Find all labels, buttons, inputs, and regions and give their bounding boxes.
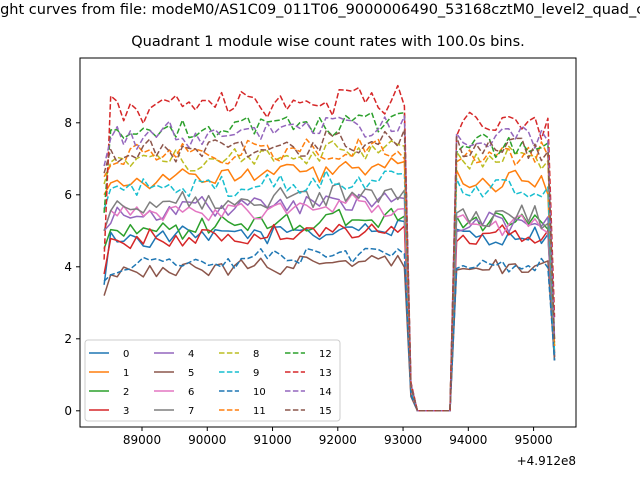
- legend-label: 12: [319, 349, 332, 360]
- legend-label: 7: [188, 406, 194, 417]
- series-line-2: [103, 207, 556, 412]
- series-line-13: [103, 84, 556, 412]
- legend-label: 10: [253, 387, 266, 398]
- legend-label: 6: [188, 387, 194, 398]
- legend-label: 4: [188, 349, 194, 360]
- series-line-3: [103, 223, 556, 412]
- series-line-0: [103, 219, 556, 412]
- x-tick-label: 95000: [514, 433, 552, 447]
- series-line-5: [103, 254, 556, 412]
- x-tick-label: 94000: [449, 433, 487, 447]
- series-line-11: [103, 137, 556, 412]
- legend-label: 9: [253, 368, 259, 379]
- legend-label: 2: [123, 387, 129, 398]
- plot-frame: [79, 57, 577, 428]
- series-line-15: [103, 128, 556, 412]
- y-tick-label: 6: [64, 188, 72, 202]
- series-line-6: [103, 193, 556, 412]
- legend-label: 3: [123, 406, 129, 417]
- figure-suptitle: Light curves from file: modeM0/AS1C09_01…: [0, 2, 640, 18]
- legend-label: 14: [319, 387, 332, 398]
- series-line-7: [103, 182, 556, 412]
- legend-label: 8: [253, 349, 259, 360]
- x-tick-label: 93000: [384, 433, 422, 447]
- x-tick-label: 91000: [253, 433, 291, 447]
- x-offset-label: +4.912e8: [517, 454, 576, 468]
- series-line-10: [103, 247, 556, 412]
- x-axis: 89000 90000 91000 92000 93000 94000 95000: [123, 427, 553, 447]
- legend-label: 1: [123, 368, 129, 379]
- chart-title: Quadrant 1 module wise count rates with …: [131, 34, 525, 50]
- series-line-9: [103, 170, 556, 412]
- y-tick-label: 8: [64, 116, 72, 130]
- x-tick-label: 89000: [123, 433, 161, 447]
- x-tick-label: 90000: [188, 433, 226, 447]
- legend-label: 13: [319, 368, 332, 379]
- legend-label: 0: [123, 349, 129, 360]
- legend-label: 11: [253, 406, 266, 417]
- y-tick-label: 4: [64, 260, 72, 274]
- y-tick-label: 2: [64, 332, 72, 346]
- x-tick-label: 92000: [319, 433, 357, 447]
- series-line-12: [103, 111, 556, 412]
- y-axis: 0 2 4 6 8: [64, 116, 80, 418]
- series-line-1: [103, 157, 556, 412]
- legend-box: [84, 339, 341, 422]
- series-line-14: [103, 115, 556, 412]
- series-layer: [103, 84, 556, 412]
- y-tick-label: 0: [64, 404, 72, 418]
- legend-label: 15: [319, 406, 332, 417]
- legend-label: 5: [188, 368, 194, 379]
